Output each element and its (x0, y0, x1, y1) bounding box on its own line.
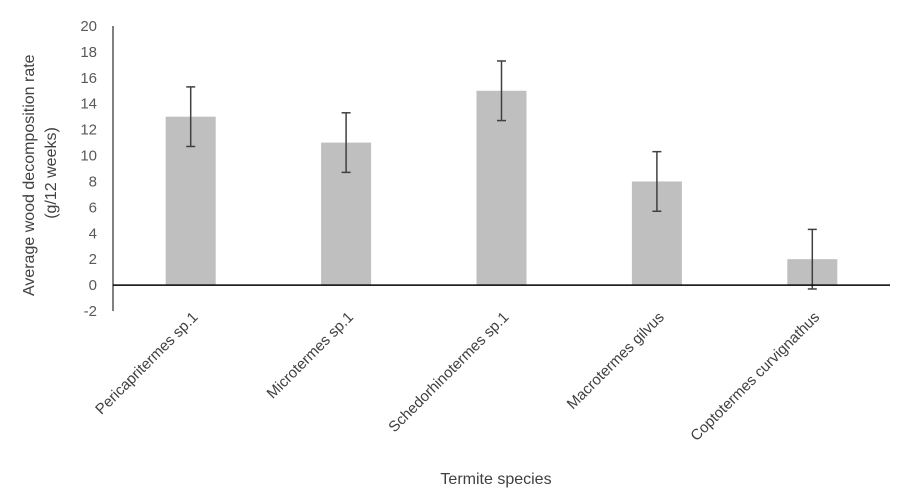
y-tick-label: 6 (89, 199, 97, 216)
error-bar (807, 228, 817, 290)
y-tick-label: -2 (84, 303, 97, 320)
error-bars (186, 60, 817, 290)
category-label: Pericapritermes sp.1 (92, 309, 201, 418)
category-labels: Pericapritermes sp.1 Microtermes sp.1 Sche… (92, 309, 823, 445)
category-label: Macrotermes gilvus (564, 309, 668, 413)
y-axis-title: Average wood decomposition rate (g/12 we… (21, 50, 60, 296)
y-axis-title-line-2: (g/12 weeks) (43, 127, 60, 219)
y-tick-label: 2 (89, 251, 97, 268)
y-tick-label: 14 (80, 96, 97, 113)
error-bar (341, 112, 351, 174)
axis-titles: Average wood decomposition rate (g/12 we… (21, 50, 552, 488)
y-axis: -2 0 2 4 6 8 10 12 14 16 18 20 (80, 18, 114, 320)
x-axis-title: Termite species (440, 471, 551, 488)
y-tick-label: 4 (89, 225, 97, 242)
category-label: Coptotermes curvignathus (687, 309, 823, 445)
bar (476, 90, 527, 286)
y-tick-label: 12 (80, 122, 97, 139)
y-axis-title-line-1: Average wood decomposition rate (21, 54, 38, 296)
y-tick-label: 0 (89, 277, 97, 294)
y-tick-label: 10 (80, 148, 97, 165)
category-label: Microtermes sp.1 (264, 309, 357, 402)
error-bar (652, 150, 662, 212)
error-bar (186, 86, 196, 148)
error-bar (497, 60, 506, 122)
category-label: Schedorhinotermes sp.1 (385, 309, 512, 436)
y-tick-label: 8 (89, 173, 97, 190)
y-tick-label: 20 (80, 18, 97, 35)
y-tick-label: 16 (80, 70, 97, 87)
y-tick-label: 18 (80, 44, 97, 61)
